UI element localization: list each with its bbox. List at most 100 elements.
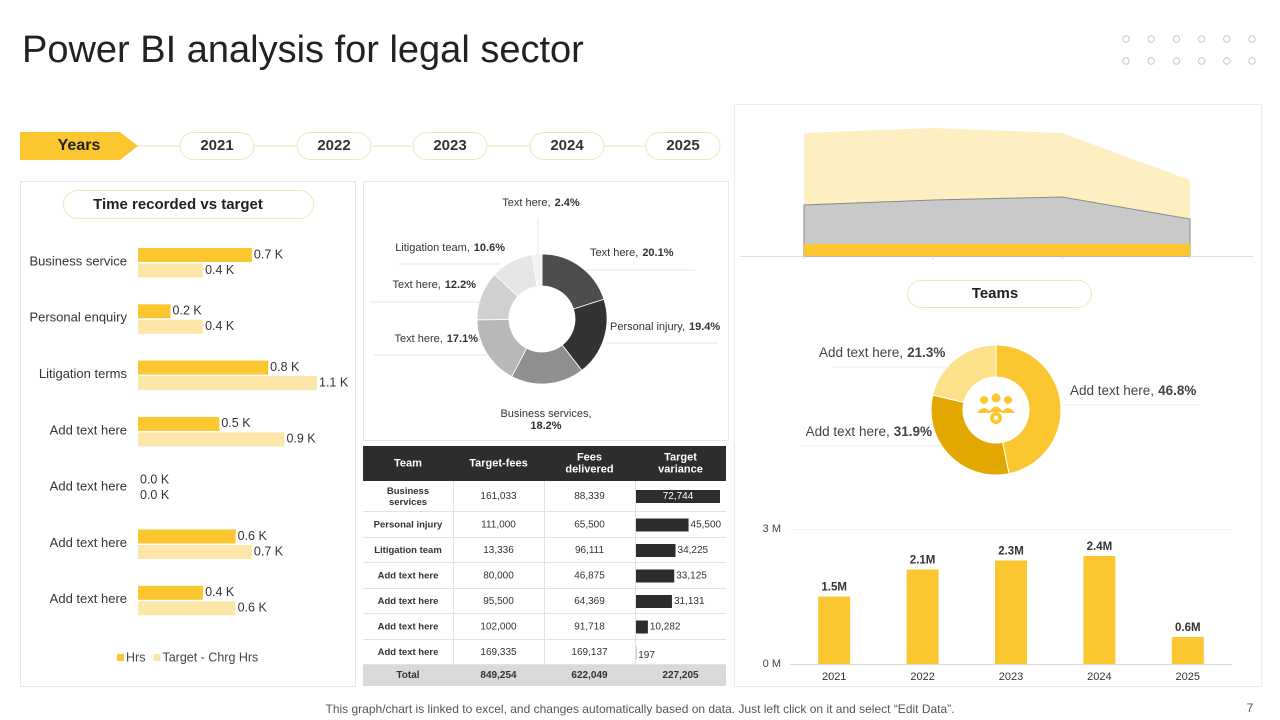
bar bbox=[138, 360, 269, 375]
variance-bar bbox=[636, 595, 672, 608]
deco-dot bbox=[1223, 35, 1231, 43]
table-cell: 169,335 bbox=[480, 647, 517, 658]
column-value-label: 2.4M bbox=[1087, 541, 1113, 553]
header-word: Fees bbox=[577, 451, 602, 463]
category-label: Add text here bbox=[50, 479, 127, 494]
bar bbox=[138, 545, 252, 559]
bar bbox=[138, 304, 171, 319]
x-tick-label: 2025 bbox=[1176, 671, 1200, 683]
deco-dot bbox=[1172, 35, 1181, 43]
bar-value-label: 0.4 K bbox=[205, 319, 235, 333]
bar-value-label: 0.4 K bbox=[205, 585, 235, 599]
table-cell: 102,000 bbox=[480, 622, 517, 633]
variance-label: 197 bbox=[638, 650, 655, 661]
nav-year-pill[interactable] bbox=[296, 132, 372, 160]
bar bbox=[138, 432, 285, 447]
table-total-row bbox=[363, 665, 726, 686]
table-cell: 169,137 bbox=[571, 647, 608, 658]
page-title: Power BI analysis for legal sector bbox=[22, 29, 584, 71]
category-label: Add text here bbox=[50, 535, 127, 550]
slice-name: Add text here, bbox=[819, 345, 903, 360]
bar-title-pill bbox=[63, 190, 314, 219]
table-header bbox=[363, 446, 726, 481]
table-header-cell: Target-fees bbox=[469, 457, 527, 469]
bar-value-label: 0.8 K bbox=[270, 360, 300, 374]
bar-value-label: 0.2 K bbox=[173, 304, 203, 318]
column-bar bbox=[818, 596, 851, 664]
table-cell: 95,500 bbox=[483, 596, 514, 607]
deco-dot bbox=[1147, 35, 1155, 43]
bar bbox=[138, 585, 204, 600]
nav-year-pill[interactable] bbox=[412, 132, 488, 160]
slice-label: Add text here, 46.8% bbox=[1070, 383, 1196, 398]
bar-value-label: 0.7 K bbox=[254, 544, 284, 558]
variance-label: 31,131 bbox=[674, 596, 705, 607]
column-value-label: 1.5M bbox=[821, 582, 847, 594]
table-cell: 13,336 bbox=[483, 545, 514, 556]
slice-name: Text here, bbox=[392, 279, 440, 291]
nav-year-pill[interactable] bbox=[645, 132, 721, 160]
table-cell: 46,875 bbox=[574, 571, 605, 582]
table-cell: 91,718 bbox=[574, 622, 605, 633]
variance-bar bbox=[636, 569, 675, 583]
slice-label: Text here, 12.2% bbox=[392, 279, 476, 291]
table-header-cell: Target variance bbox=[658, 451, 703, 475]
variance-label: 33,125 bbox=[676, 571, 707, 582]
bar-value-label: 1.1 K bbox=[319, 375, 349, 389]
slice-name: Business services, bbox=[500, 408, 591, 420]
table-cell: 64,369 bbox=[574, 596, 605, 607]
footer-note: This graph/chart is linked to excel, and… bbox=[326, 702, 955, 716]
bar-value-label: 0.7 K bbox=[254, 247, 284, 261]
nav-years-label: Years bbox=[58, 137, 101, 154]
table-cell: 80,000 bbox=[483, 571, 514, 582]
nav-year-label: 2022 bbox=[317, 137, 350, 154]
slice-value: 18.2% bbox=[530, 420, 561, 432]
table-cell: 161,033 bbox=[480, 491, 517, 502]
slice-value: 2.4% bbox=[555, 197, 580, 209]
header-word: Target bbox=[664, 451, 697, 463]
slice-label: Text here, 17.1% bbox=[394, 333, 478, 345]
deco-dot bbox=[1122, 35, 1130, 43]
bar bbox=[138, 529, 236, 544]
deco-dot bbox=[1197, 35, 1206, 43]
category-label: Litigation terms bbox=[39, 366, 128, 381]
bar bbox=[138, 319, 204, 334]
nav-year-label: 2024 bbox=[550, 137, 584, 154]
table-cell: 88,339 bbox=[574, 491, 605, 502]
slice-value: 17.1% bbox=[447, 333, 478, 345]
x-tick-label: 2023 bbox=[999, 671, 1023, 683]
slice-name: Text here, bbox=[590, 247, 638, 259]
slice-name: Add text here, bbox=[1070, 383, 1154, 398]
nav-year-pill[interactable] bbox=[179, 132, 255, 160]
deco-dot bbox=[1223, 57, 1231, 65]
slice-value: 12.2% bbox=[445, 279, 476, 291]
table-total-cell: 849,254 bbox=[480, 670, 517, 681]
column-value-label: 2.1M bbox=[910, 555, 936, 567]
variance-bar bbox=[636, 544, 676, 557]
header-word: variance bbox=[658, 463, 703, 475]
legend-label: Target - Chrg Hrs bbox=[162, 650, 258, 664]
table-cell: 96,111 bbox=[575, 545, 605, 556]
category-label: Personal enquiry bbox=[29, 310, 127, 325]
column-value-label: 2.3M bbox=[998, 546, 1024, 558]
x-tick-label: 2024 bbox=[1087, 671, 1111, 683]
table-cell: Personal injury bbox=[374, 520, 443, 531]
donut-slice bbox=[531, 253, 543, 287]
variance-label: 10,282 bbox=[650, 622, 681, 633]
area bbox=[804, 244, 1190, 256]
teams-title-pill bbox=[907, 280, 1092, 308]
bar bbox=[138, 416, 220, 431]
nav-years-arrow bbox=[20, 132, 138, 160]
slice-label: Add text here, 21.3% bbox=[819, 345, 945, 360]
slice-label: Add text here, 31.9% bbox=[806, 424, 932, 439]
x-tick-label: 2021 bbox=[822, 671, 846, 683]
table-header-cell: Fees delivered bbox=[565, 451, 613, 475]
slice-name: Personal injury, bbox=[610, 321, 685, 333]
bar-value-label: 0.5 K bbox=[221, 416, 251, 430]
nav-year-pill[interactable] bbox=[529, 132, 605, 160]
slice-name: Add text here, bbox=[806, 424, 890, 439]
header-word: delivered bbox=[565, 463, 613, 475]
x-tick-label: 2022 bbox=[910, 671, 934, 683]
